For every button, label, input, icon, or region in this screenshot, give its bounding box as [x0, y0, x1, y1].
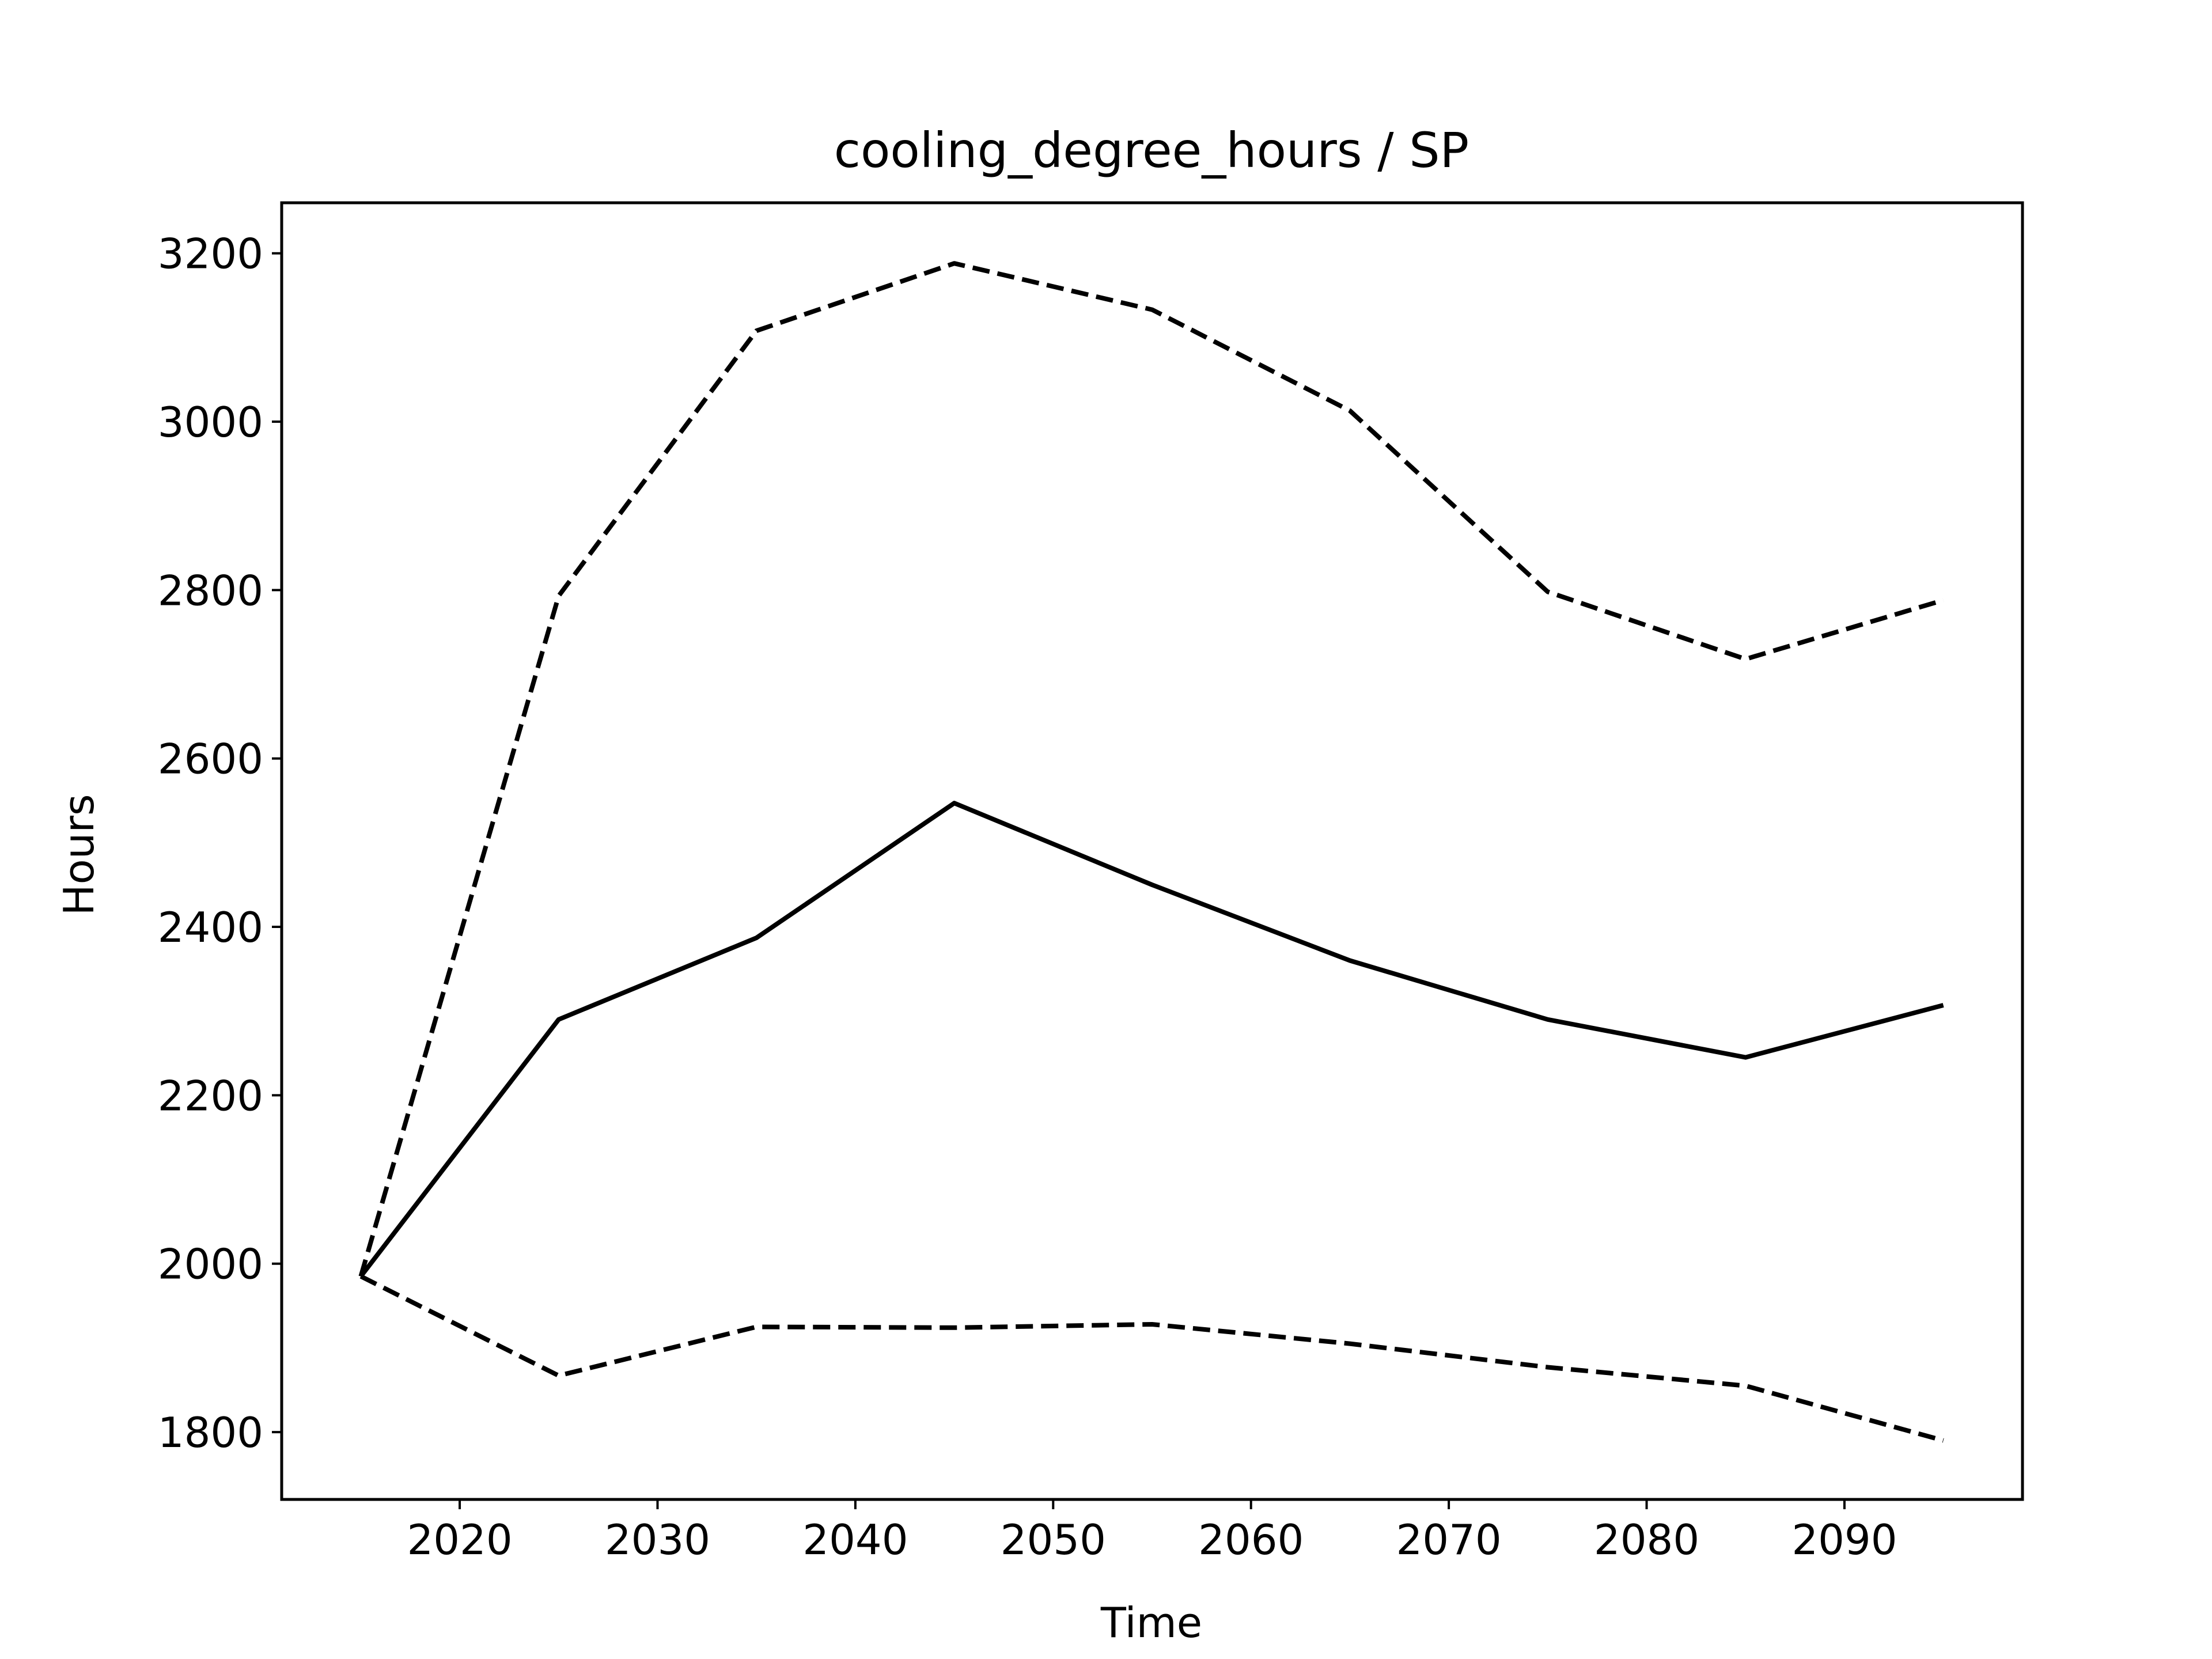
x-tick-label: 2020	[407, 1516, 512, 1564]
series-line-1	[358, 261, 1944, 1277]
y-tick-label: 2600	[158, 735, 263, 783]
x-tick-label: 2040	[802, 1516, 908, 1564]
plot-area-frame	[280, 201, 2024, 1501]
x-tick-label: 2060	[1198, 1516, 1304, 1564]
x-tick-label: 2050	[1001, 1516, 1106, 1564]
y-tick-label: 3200	[158, 230, 263, 278]
y-tick-label: 2800	[158, 566, 263, 615]
series-line-2	[359, 801, 1944, 1278]
y-tick-label: 1800	[158, 1408, 263, 1457]
x-tick-label: 2070	[1396, 1516, 1501, 1564]
y-tick-label: 2200	[158, 1071, 263, 1120]
y-axis-label: Hours	[55, 794, 103, 916]
plot-lines	[358, 261, 1944, 1443]
y-tick-label: 3000	[158, 398, 263, 446]
x-axis-label: Time	[1100, 1599, 1202, 1647]
x-axis-ticks: 2020 2030 2040 2050 2060 2070 2080 2090	[407, 1499, 1897, 1564]
y-tick-label: 2000	[158, 1240, 263, 1289]
chart-title: cooling_degree_hours / SP	[834, 122, 1469, 179]
x-tick-label: 2080	[1594, 1516, 1699, 1564]
series-line-3	[359, 1274, 1944, 1443]
y-axis-ticks: 1800 2000 2200 2400 2600 2800 3000 3200	[158, 230, 282, 1457]
x-tick-label: 2030	[605, 1516, 710, 1564]
y-tick-label: 2400	[158, 903, 263, 952]
x-tick-label: 2090	[1791, 1516, 1897, 1564]
